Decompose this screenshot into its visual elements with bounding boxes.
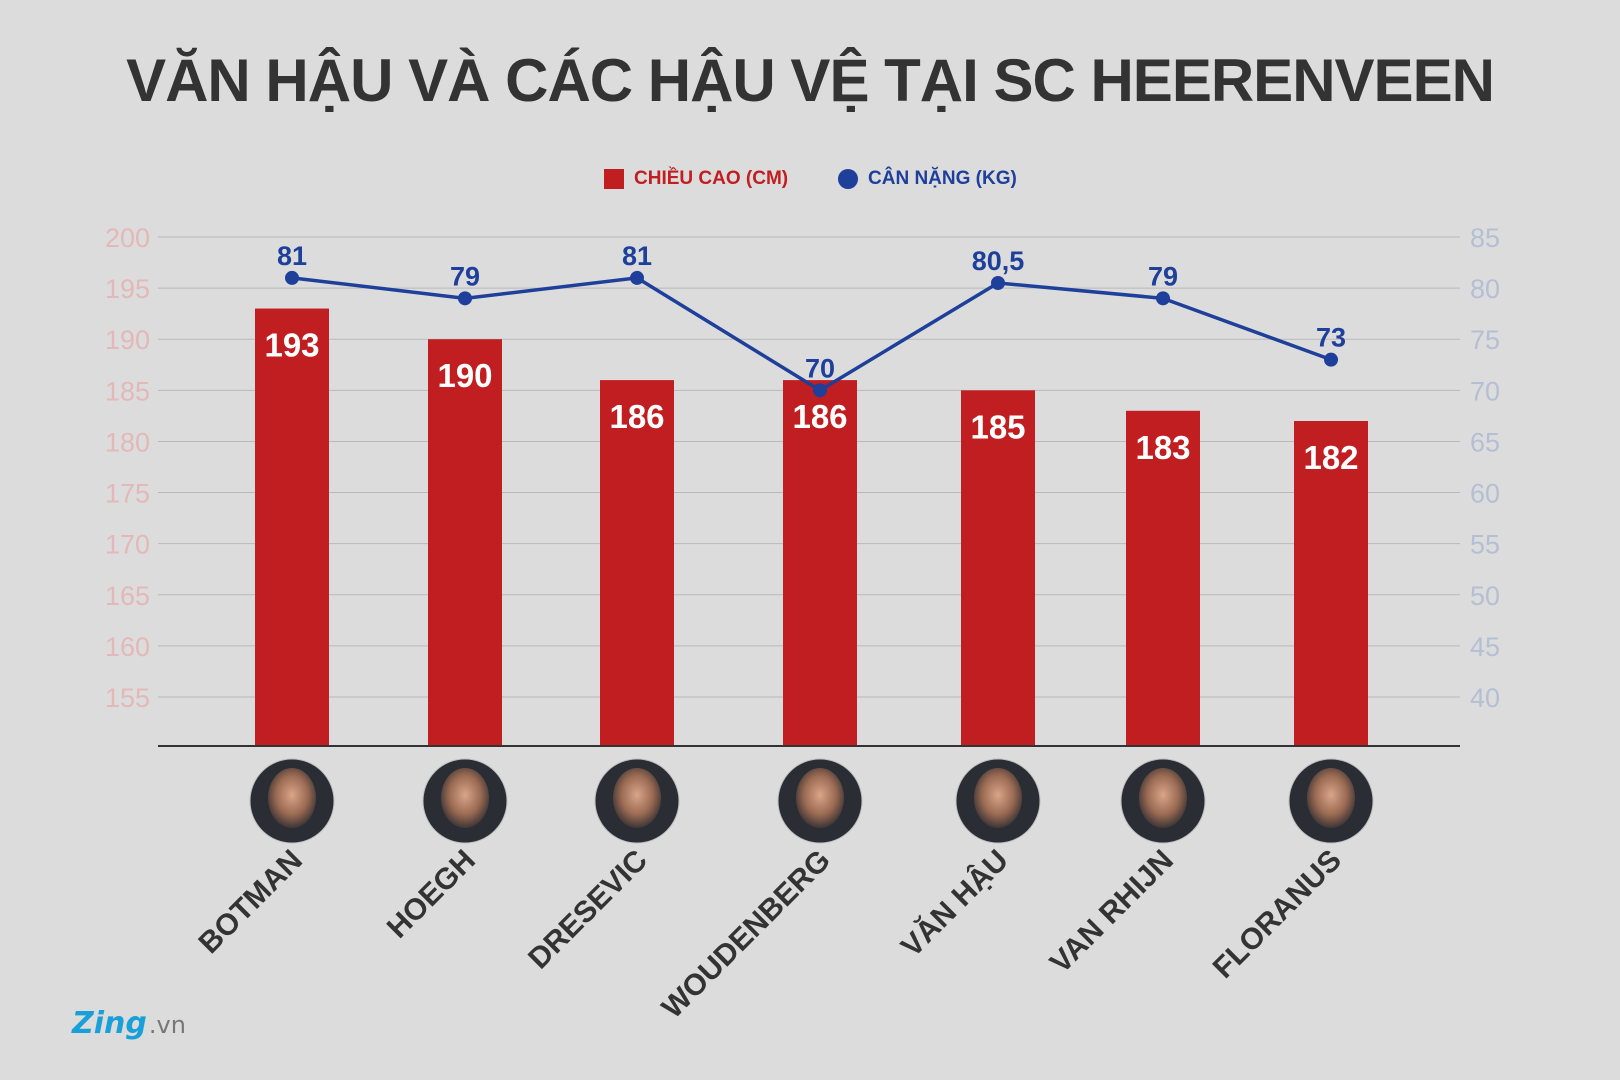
- player-face-shape: [974, 768, 1022, 828]
- weight-value-label: 81: [277, 241, 307, 271]
- x-category-label: DRESEVIC: [522, 844, 654, 976]
- legend-dot-swatch: [838, 169, 858, 189]
- weight-value-label: 79: [450, 261, 480, 291]
- left-tick-label: 190: [105, 325, 150, 355]
- weight-point: [991, 276, 1005, 290]
- bar-value-label: 186: [792, 398, 847, 435]
- weight-value-label: 80,5: [972, 246, 1025, 276]
- x-category-label: FLORANUS: [1207, 844, 1348, 985]
- bar-value-label: 190: [437, 357, 492, 394]
- right-tick-label: 55: [1470, 530, 1500, 560]
- height-bar: [961, 390, 1035, 746]
- weight-point: [1156, 291, 1170, 306]
- right-tick-label: 60: [1470, 479, 1500, 509]
- player-photo-ring: [1288, 758, 1374, 844]
- player-photo-ring: [594, 758, 680, 844]
- player-photo-ring: [777, 758, 863, 844]
- bar-value-label: 183: [1135, 429, 1190, 466]
- left-tick-label: 170: [105, 530, 150, 560]
- weight-point: [285, 270, 299, 285]
- right-tick-label: 45: [1470, 632, 1500, 662]
- left-tick-label: 195: [105, 274, 150, 304]
- player-face-shape: [1139, 768, 1187, 828]
- left-tick-label: 180: [105, 427, 150, 457]
- weight-point: [458, 291, 472, 306]
- left-tick-label: 175: [105, 479, 150, 509]
- x-category-label: WOUDENBERG: [656, 844, 837, 1025]
- player-face-shape: [268, 768, 316, 828]
- weight-point: [630, 270, 644, 285]
- right-tick-label: 40: [1470, 683, 1500, 713]
- legend-item-height: CHIỀU CAO (CM): [604, 168, 788, 190]
- player-face-shape: [613, 768, 661, 828]
- left-tick-label: 185: [105, 376, 150, 406]
- height-bar: [783, 380, 857, 746]
- weight-value-label: 70: [805, 353, 835, 383]
- logo-tld: .vn: [148, 1011, 186, 1039]
- right-tick-label: 75: [1470, 325, 1500, 355]
- player-photo-ring: [422, 758, 508, 844]
- right-tick-label: 80: [1470, 274, 1500, 304]
- right-tick-label: 85: [1470, 223, 1500, 253]
- weight-value-label: 81: [622, 241, 652, 271]
- player-photo-ring: [1120, 758, 1206, 844]
- logo-brand: Zing: [72, 1006, 147, 1041]
- right-tick-label: 70: [1470, 376, 1500, 406]
- right-tick-label: 50: [1470, 581, 1500, 611]
- height-bar: [600, 380, 674, 746]
- bar-value-label: 193: [264, 327, 319, 364]
- bar-value-label: 182: [1303, 439, 1358, 476]
- right-tick-label: 65: [1470, 427, 1500, 457]
- left-tick-label: 200: [105, 223, 150, 253]
- left-tick-label: 160: [105, 632, 150, 662]
- legend-bar-swatch: [604, 169, 624, 189]
- bar-value-label: 186: [609, 398, 664, 435]
- weight-value-label: 73: [1316, 323, 1346, 353]
- player-photo-ring: [249, 758, 335, 844]
- left-tick-label: 165: [105, 581, 150, 611]
- chart-title: VĂN HẬU VÀ CÁC HẬU VỆ TẠI SC HEERENVEEN: [126, 47, 1495, 114]
- weight-point: [1324, 352, 1338, 367]
- zing-logo: Zing .vn: [72, 1006, 186, 1041]
- height-bar: [428, 339, 502, 746]
- legend-item-weight: CÂN NẶNG (KG): [838, 168, 1017, 190]
- x-category-label: VAN RHIJN: [1044, 844, 1180, 980]
- height-bar: [1294, 421, 1368, 746]
- legend-height-label: CHIỀU CAO (CM): [634, 168, 789, 189]
- legend: CHIỀU CAO (CM) CÂN NẶNG (KG): [0, 168, 1620, 198]
- weight-point: [813, 383, 827, 398]
- height-bar: [255, 308, 329, 746]
- player-face-shape: [796, 768, 844, 828]
- player-face-shape: [441, 768, 489, 828]
- player-photo-ring: [955, 758, 1041, 844]
- left-tick-label: 155: [105, 683, 150, 713]
- bar-value-label: 185: [970, 408, 1025, 445]
- x-category-label: VĂN HẬU: [894, 843, 1015, 964]
- player-face-shape: [1307, 768, 1355, 828]
- legend-weight-label: CÂN NẶNG (KG): [868, 168, 1017, 189]
- x-category-label: HOEGH: [381, 844, 482, 945]
- x-category-label: BOTMAN: [193, 844, 309, 960]
- weight-value-label: 79: [1148, 261, 1178, 291]
- height-bar: [1126, 410, 1200, 746]
